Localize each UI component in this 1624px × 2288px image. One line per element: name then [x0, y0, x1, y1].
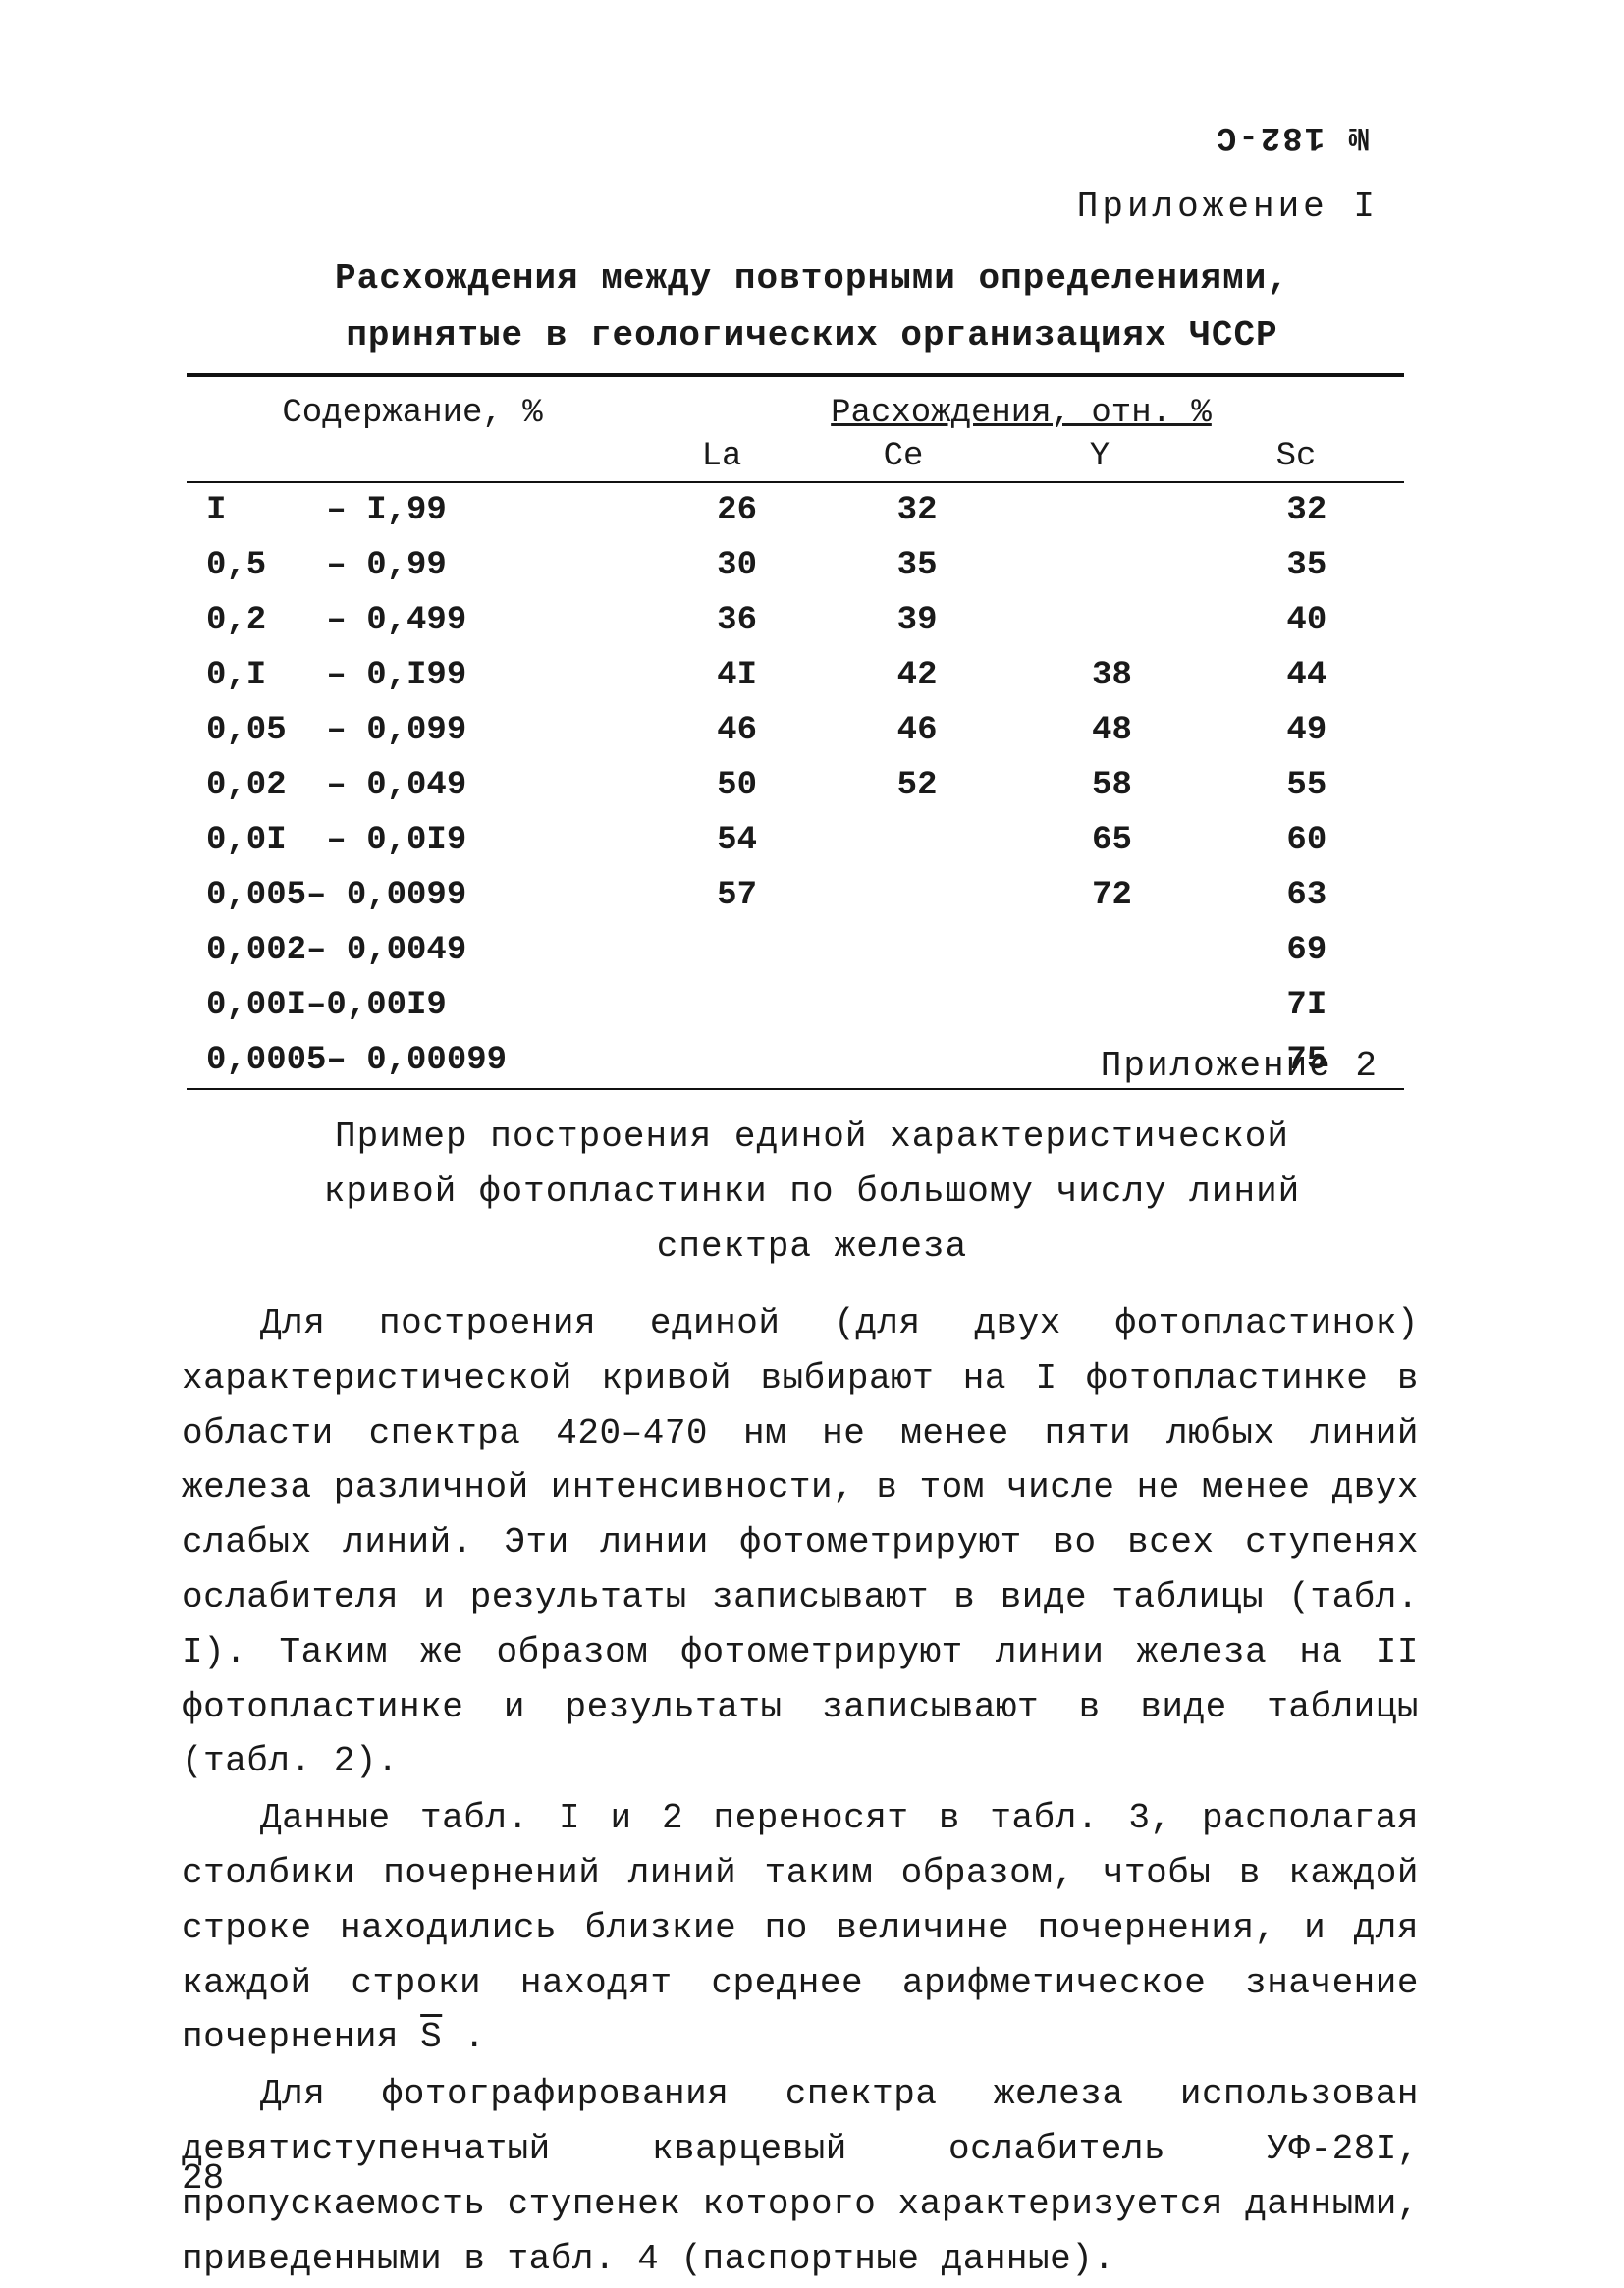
cell-range: 0,2 – 0,499: [187, 602, 654, 639]
cell-range: 0,5 – 0,99: [187, 547, 654, 584]
section-1-title-line-1: Расхождения между повторными определения…: [335, 258, 1289, 299]
cell-la: 46: [654, 712, 820, 749]
table-header-row-1: Содержание, % Расхождения, отн. %: [187, 377, 1404, 432]
cell-ce: 52: [820, 767, 1014, 804]
cell-sc: 60: [1210, 822, 1404, 859]
cell-range: 0,0005– 0,00099: [187, 1042, 654, 1079]
cell-la: 26: [654, 492, 820, 529]
subheader-ce: Ce: [805, 438, 1001, 475]
section-1-title-line-2: принятые в геологических организациях ЧС…: [346, 315, 1277, 355]
subheader-sc: Sc: [1198, 438, 1394, 475]
paragraph-1: Для построения единой (для двух фотоплас…: [182, 1296, 1419, 1789]
table-row: 0,005– 0,0099 57 72 63: [187, 868, 1404, 923]
table-row: 0,02 – 0,049 50 52 58 55: [187, 758, 1404, 813]
cell-range: 0,05 – 0,099: [187, 712, 654, 749]
paragraph-3: Для фотографирования спектра железа испо…: [182, 2067, 1419, 2286]
section-2-title: Пример построения единой характеристичес…: [0, 1110, 1624, 1274]
cell-la: 36: [654, 602, 820, 639]
cell-ce: 39: [820, 602, 1014, 639]
cell-sc: 44: [1210, 657, 1404, 694]
table-body: I – I,99 26 32 32 0,5 – 0,99 30 35 35 0,…: [187, 483, 1404, 1088]
cell-sc: 63: [1210, 877, 1404, 914]
cell-sc: 40: [1210, 602, 1404, 639]
table-row: 0,2 – 0,499 36 39 40: [187, 593, 1404, 648]
paragraph-2b: .: [442, 2017, 485, 2057]
table-row: I – I,99 26 32 32: [187, 483, 1404, 538]
col-header-deviations: Расхождения, отн. %: [638, 395, 1404, 432]
cell-sc: 55: [1210, 767, 1404, 804]
cell-ce: 35: [820, 547, 1014, 584]
doc-code-mirrored: № 182-С: [1215, 118, 1369, 155]
s-bar-symbol: S: [420, 2017, 442, 2057]
cell-range: 0,I – 0,I99: [187, 657, 654, 694]
paragraph-2: Данные табл. I и 2 переносят в табл. 3, …: [182, 1791, 1419, 2065]
cell-ce: 32: [820, 492, 1014, 529]
cell-range: 0,005– 0,0099: [187, 877, 654, 914]
cell-ce: 46: [820, 712, 1014, 749]
table-header-row-2: La Ce Y Sc: [187, 432, 1404, 481]
section-2-title-line-1: Пример построения единой характеристичес…: [335, 1117, 1289, 1157]
cell-y: 58: [1014, 767, 1209, 804]
table-rule: [187, 1088, 1404, 1090]
table-1: Содержание, % Расхождения, отн. % La Ce …: [187, 373, 1404, 1090]
cell-range: I – I,99: [187, 492, 654, 529]
page-number: 28: [182, 2158, 224, 2199]
cell-range: 0,0I – 0,0I9: [187, 822, 654, 859]
section-1-title: Расхождения между повторными определения…: [0, 250, 1624, 363]
table-row: 0,0I – 0,0I9 54 65 60: [187, 813, 1404, 868]
cell-sc: 35: [1210, 547, 1404, 584]
cell-ce: 42: [820, 657, 1014, 694]
cell-la: 50: [654, 767, 820, 804]
col-header-deviations-label: Расхождения, отн. %: [831, 395, 1212, 432]
cell-sc: 49: [1210, 712, 1404, 749]
cell-la: 54: [654, 822, 820, 859]
table-row: 0,I – 0,I99 4I 42 38 44: [187, 648, 1404, 703]
cell-la: 4I: [654, 657, 820, 694]
cell-y: 38: [1014, 657, 1209, 694]
cell-range: 0,002– 0,0049: [187, 932, 654, 969]
cell-range: 0,02 – 0,049: [187, 767, 654, 804]
cell-sc: 69: [1210, 932, 1404, 969]
subheader-y: Y: [1001, 438, 1198, 475]
appendix-2-label: Приложение 2: [1101, 1046, 1379, 1086]
section-2-title-line-2: кривой фотопластинки по большому числу л…: [324, 1171, 1301, 1212]
cell-y: 72: [1014, 877, 1209, 914]
section-2-title-line-3: спектра железа: [657, 1226, 967, 1267]
table-row: 0,002– 0,0049 69: [187, 923, 1404, 978]
cell-y: 48: [1014, 712, 1209, 749]
table-row: 0,05 – 0,099 46 46 48 49: [187, 703, 1404, 758]
cell-la: 30: [654, 547, 820, 584]
table-row: 0,00I–0,00I9 7I: [187, 978, 1404, 1033]
appendix-1-label: Приложение I: [1077, 187, 1379, 227]
cell-y: 65: [1014, 822, 1209, 859]
cell-sc: 32: [1210, 492, 1404, 529]
table-row: 0,5 – 0,99 30 35 35: [187, 538, 1404, 593]
subheader-la: La: [638, 438, 805, 475]
paragraph-2a: Данные табл. I и 2 переносят в табл. 3, …: [182, 1798, 1419, 2057]
body-text: Для построения единой (для двух фотоплас…: [182, 1296, 1419, 2288]
cell-sc: 7I: [1210, 987, 1404, 1024]
col-header-content: Содержание, %: [187, 395, 638, 432]
cell-range: 0,00I–0,00I9: [187, 987, 654, 1024]
cell-la: 57: [654, 877, 820, 914]
page: № 182-С Приложение I Расхождения между п…: [0, 0, 1624, 2262]
